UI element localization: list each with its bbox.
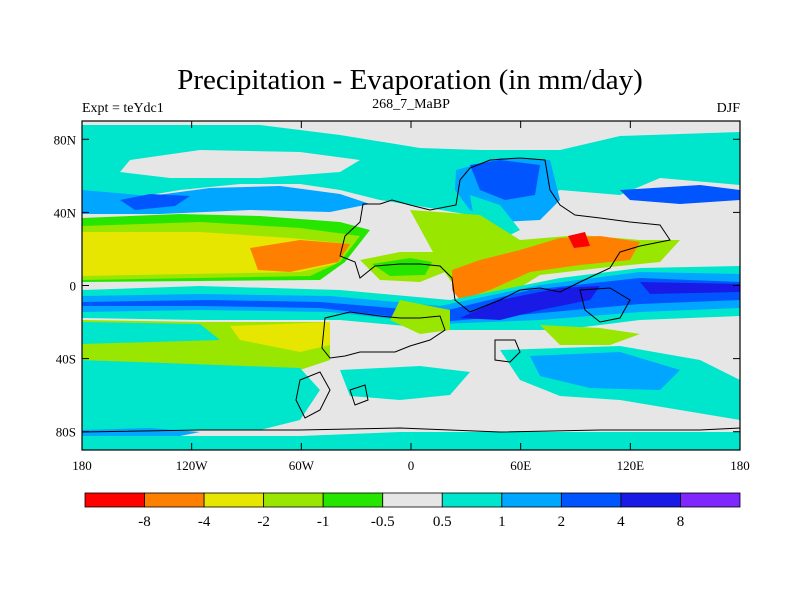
field-eurasia-darkblue <box>470 160 540 200</box>
season-label: DJF <box>717 101 741 116</box>
colorbar-label: 8 <box>677 514 685 530</box>
experiment-label: Expt = teYdc1 <box>82 101 164 116</box>
colorbar-label: -2 <box>257 514 270 530</box>
field-subtropic-s-yellow <box>230 322 330 352</box>
field-north-gray-hole <box>120 150 360 178</box>
field-south-atlantic-cyan <box>340 366 470 400</box>
colorbar-label: -8 <box>138 514 151 530</box>
field-south-indian-blue <box>530 352 680 390</box>
field-southafrica-lime <box>390 300 450 334</box>
field-subtropic-s-cyan <box>82 322 220 344</box>
colorbar-swatch <box>680 492 741 508</box>
colorbar-swatch <box>84 492 145 508</box>
colorbar-swatch <box>382 492 443 508</box>
x-tick-label: 60W <box>289 458 315 473</box>
x-tick-label: 180 <box>72 458 92 473</box>
x-tick-label: 0 <box>408 458 415 473</box>
colorbar-swatch <box>620 492 681 508</box>
field-indian-green <box>540 325 640 345</box>
colorbar-label: 1 <box>498 514 506 530</box>
colorbar-label: 4 <box>617 514 625 530</box>
field-south-cyan <box>82 360 320 430</box>
colorbar-swatch <box>144 492 205 508</box>
chart-title: Precipitation - Evaporation (in mm/day) <box>177 64 643 96</box>
colorbar-swatch <box>263 492 324 508</box>
x-tick-label: 120E <box>617 458 645 473</box>
colorbar-label: -4 <box>198 514 211 530</box>
y-tick-label: 40S <box>56 352 76 367</box>
colorbar-label: -1 <box>317 514 330 530</box>
colorbar: -8 -4 -2 -1 -0.5 0.5 1 2 4 8 <box>84 492 741 530</box>
map-plot-area: 180 120W 60W 0 60E 120E 180 80N 40N 0 40S 80S <box>54 120 750 473</box>
colorbar-swatch <box>501 492 562 508</box>
field-subtropic-n-orange <box>250 240 350 272</box>
x-tick-label: 120W <box>176 458 209 473</box>
period-label: 268_7_MaBP <box>372 97 450 112</box>
field-north-cyan <box>82 125 740 215</box>
field-southern-ocean-cyan <box>82 432 740 450</box>
field-north-darkblue <box>120 194 190 210</box>
field-asia-orange <box>452 236 640 300</box>
field-equator-navy-2 <box>640 282 740 294</box>
field-equator-blue <box>82 272 740 324</box>
field-north-pacific-dark <box>620 185 740 204</box>
y-tick-label: 80S <box>56 425 76 440</box>
colorbar-label: 0.5 <box>433 514 452 530</box>
colorbar-swatch <box>560 492 622 508</box>
x-tick-label: 60E <box>510 458 531 473</box>
colorbar-swatch <box>441 492 503 508</box>
y-tick-label: 40N <box>54 205 77 220</box>
field-asia-red <box>568 232 590 248</box>
y-tick-label: 0 <box>70 279 77 294</box>
colorbar-swatch <box>322 492 384 508</box>
x-tick-label: 180 <box>730 458 750 473</box>
colorbar-swatch <box>203 492 265 508</box>
colorbar-label: 2 <box>558 514 566 530</box>
colorbar-label: -0.5 <box>371 514 395 530</box>
field-westafrica-green <box>372 258 432 276</box>
y-tick-label: 80N <box>54 132 77 147</box>
continent-outlines <box>82 157 740 433</box>
field-equator-navy <box>460 286 600 320</box>
